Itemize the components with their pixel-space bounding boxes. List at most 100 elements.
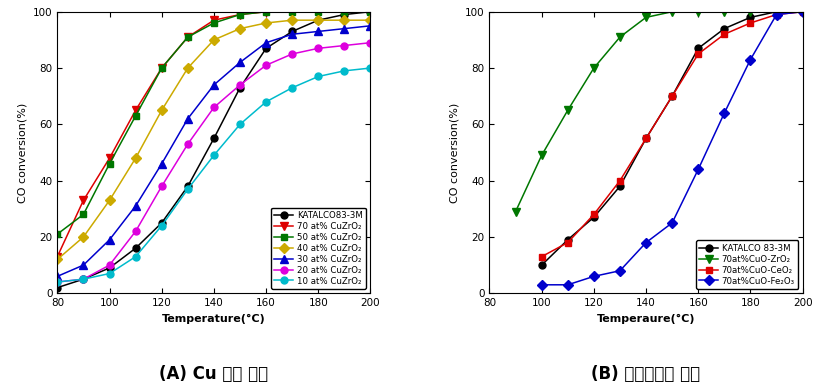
KATALCO83-3M xyxy=(105,265,115,270)
50 at% CuZrO₂ xyxy=(79,212,88,217)
20 at% CuZrO₂ xyxy=(79,277,88,282)
Line: 70at%CuO-CeO₂: 70at%CuO-CeO₂ xyxy=(538,8,806,260)
70at%CuO-ZrO₂ xyxy=(511,209,521,214)
70at%CuO-ZrO₂ xyxy=(563,108,572,113)
40 at% CuZrO₂ xyxy=(365,18,375,23)
70at%CuO-CeO₂ xyxy=(563,240,572,245)
40 at% CuZrO₂ xyxy=(339,18,349,23)
70 at% CuZrO₂ xyxy=(105,156,115,160)
70at%CuO-ZrO₂ xyxy=(536,153,546,158)
30 at% CuZrO₂ xyxy=(287,32,297,37)
70at%CuO-ZrO₂ xyxy=(745,9,755,14)
10 at% CuZrO₂ xyxy=(261,99,271,104)
70at%CuO-ZrO₂ xyxy=(798,9,808,14)
KATALCO 83-3M xyxy=(719,26,729,31)
70at%CuO-Fe₂O₃ xyxy=(798,9,808,14)
20 at% CuZrO₂ xyxy=(235,83,245,87)
70at%CuO-ZrO₂ xyxy=(719,9,729,14)
KATALCO83-3M xyxy=(52,285,62,290)
50 at% CuZrO₂ xyxy=(261,9,271,14)
Line: 20 at% CuZrO₂: 20 at% CuZrO₂ xyxy=(54,39,374,285)
40 at% CuZrO₂ xyxy=(105,198,115,203)
70at%CuO-Fe₂O₃ xyxy=(589,274,599,279)
10 at% CuZrO₂ xyxy=(131,254,141,259)
40 at% CuZrO₂ xyxy=(209,38,219,42)
30 at% CuZrO₂ xyxy=(339,26,349,31)
30 at% CuZrO₂ xyxy=(235,60,245,65)
20 at% CuZrO₂ xyxy=(261,63,271,68)
Legend: KATALCO 83-3M, 70at%CuO-ZrO₂, 70at%CuO-CeO₂, 70at%CuO-Fe₂O₃: KATALCO 83-3M, 70at%CuO-ZrO₂, 70at%CuO-C… xyxy=(696,240,799,289)
70 at% CuZrO₂ xyxy=(235,12,245,17)
KATALCO 83-3M xyxy=(536,263,546,267)
10 at% CuZrO₂ xyxy=(287,85,297,90)
70 at% CuZrO₂ xyxy=(209,18,219,23)
20 at% CuZrO₂ xyxy=(52,280,62,284)
10 at% CuZrO₂ xyxy=(156,223,166,228)
KATALCO 83-3M xyxy=(745,15,755,20)
70at%CuO-Fe₂O₃ xyxy=(667,221,677,225)
30 at% CuZrO₂ xyxy=(105,237,115,242)
70at%CuO-CeO₂ xyxy=(719,32,729,37)
70at%CuO-CeO₂ xyxy=(798,9,808,14)
KATALCO83-3M xyxy=(287,29,297,34)
20 at% CuZrO₂ xyxy=(287,52,297,56)
KATALCO 83-3M xyxy=(694,46,704,51)
30 at% CuZrO₂ xyxy=(314,29,324,34)
70at%CuO-Fe₂O₃ xyxy=(771,12,781,17)
KATALCO 83-3M xyxy=(615,184,625,188)
KATALCO 83-3M xyxy=(667,94,677,99)
Line: 70 at% CuZrO₂: 70 at% CuZrO₂ xyxy=(53,7,374,261)
KATALCO 83-3M xyxy=(771,9,781,14)
50 at% CuZrO₂ xyxy=(314,9,324,14)
10 at% CuZrO₂ xyxy=(183,187,192,192)
KATALCO83-3M xyxy=(365,9,375,14)
30 at% CuZrO₂ xyxy=(156,161,166,166)
50 at% CuZrO₂ xyxy=(156,66,166,70)
30 at% CuZrO₂ xyxy=(209,83,219,87)
30 at% CuZrO₂ xyxy=(52,274,62,279)
70at%CuO-CeO₂ xyxy=(641,136,651,141)
40 at% CuZrO₂ xyxy=(314,18,324,23)
40 at% CuZrO₂ xyxy=(287,18,297,23)
KATALCO83-3M xyxy=(79,277,88,282)
70at%CuO-ZrO₂ xyxy=(641,15,651,20)
70 at% CuZrO₂ xyxy=(339,9,349,14)
20 at% CuZrO₂ xyxy=(183,142,192,146)
70at%CuO-CeO₂ xyxy=(745,21,755,25)
10 at% CuZrO₂ xyxy=(314,74,324,79)
KATALCO 83-3M xyxy=(798,9,808,14)
70 at% CuZrO₂ xyxy=(365,9,375,14)
10 at% CuZrO₂ xyxy=(339,68,349,73)
Y-axis label: CO conversion(%): CO conversion(%) xyxy=(450,102,459,203)
20 at% CuZrO₂ xyxy=(314,46,324,51)
30 at% CuZrO₂ xyxy=(365,23,375,28)
30 at% CuZrO₂ xyxy=(183,117,192,121)
70at%CuO-ZrO₂ xyxy=(771,9,781,14)
50 at% CuZrO₂ xyxy=(235,12,245,17)
70at%CuO-ZrO₂ xyxy=(694,9,704,14)
70at%CuO-Fe₂O₃ xyxy=(719,111,729,115)
70at%CuO-Fe₂O₃ xyxy=(641,240,651,245)
Y-axis label: CO conversion(%): CO conversion(%) xyxy=(17,102,27,203)
10 at% CuZrO₂ xyxy=(365,66,375,70)
70at%CuO-CeO₂ xyxy=(667,94,677,99)
70at%CuO-Fe₂O₃ xyxy=(536,282,546,287)
Line: 10 at% CuZrO₂: 10 at% CuZrO₂ xyxy=(54,65,374,285)
70at%CuO-ZrO₂ xyxy=(667,9,677,14)
Line: 30 at% CuZrO₂: 30 at% CuZrO₂ xyxy=(53,22,374,280)
Legend: KATALCO83-3M, 70 at% CuZrO₂, 50 at% CuZrO₂, 40 at% CuZrO₂, 30 at% CuZrO₂, 20 at%: KATALCO83-3M, 70 at% CuZrO₂, 50 at% CuZr… xyxy=(271,208,366,289)
30 at% CuZrO₂ xyxy=(261,40,271,45)
50 at% CuZrO₂ xyxy=(365,9,375,14)
30 at% CuZrO₂ xyxy=(131,204,141,208)
70 at% CuZrO₂ xyxy=(287,9,297,14)
X-axis label: Temperaure(°C): Temperaure(°C) xyxy=(597,314,695,324)
70at%CuO-ZrO₂ xyxy=(589,66,599,70)
40 at% CuZrO₂ xyxy=(131,156,141,160)
Line: 40 at% CuZrO₂: 40 at% CuZrO₂ xyxy=(54,17,374,263)
KATALCO83-3M xyxy=(183,184,192,188)
70at%CuO-CeO₂ xyxy=(589,212,599,217)
KATALCO83-3M xyxy=(261,46,271,51)
KATALCO83-3M xyxy=(131,246,141,251)
70at%CuO-Fe₂O₃ xyxy=(745,57,755,62)
20 at% CuZrO₂ xyxy=(156,184,166,188)
